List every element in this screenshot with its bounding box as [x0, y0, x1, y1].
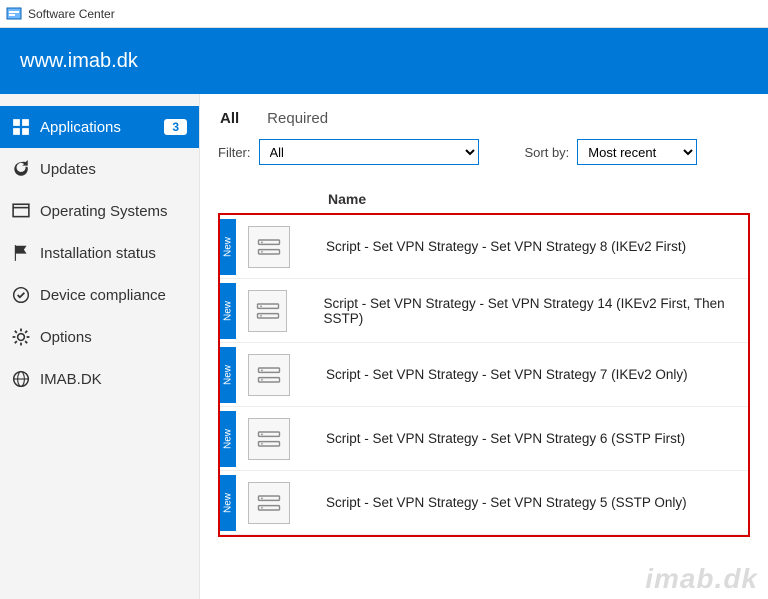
sidebar-item-install-status[interactable]: Installation status: [0, 232, 199, 274]
list-item[interactable]: New Script - Set VPN Strategy - Set VPN S…: [220, 343, 748, 407]
new-tag: New: [220, 283, 236, 339]
sort-label: Sort by:: [525, 145, 570, 160]
sidebar-item-label: IMAB.DK: [40, 371, 102, 388]
filter-select[interactable]: All: [259, 139, 479, 165]
package-name: Script - Set VPN Strategy - Set VPN Stra…: [326, 495, 687, 510]
list-item[interactable]: New Script - Set VPN Strategy - Set VPN S…: [220, 279, 748, 343]
brand-strip: www.imab.dk: [0, 28, 768, 94]
watermark: imab.dk: [645, 563, 758, 595]
new-tag: New: [220, 219, 236, 275]
package-icon: [248, 482, 290, 524]
sidebar-item-os[interactable]: Operating Systems: [0, 190, 199, 232]
list-item[interactable]: New Script - Set VPN Strategy - Set VPN S…: [220, 407, 748, 471]
sidebar-item-label: Options: [40, 329, 92, 346]
package-name: Script - Set VPN Strategy - Set VPN Stra…: [326, 239, 686, 254]
new-tag: New: [220, 411, 236, 467]
badge: 3: [164, 119, 187, 135]
package-icon: [248, 290, 287, 332]
check-icon: [12, 286, 30, 304]
sidebar-item-updates[interactable]: Updates: [0, 148, 199, 190]
filter-label: Filter:: [218, 145, 251, 160]
sidebar-item-imab[interactable]: IMAB.DK: [0, 358, 199, 400]
sidebar-item-label: Updates: [40, 161, 96, 178]
sidebar-item-compliance[interactable]: Device compliance: [0, 274, 199, 316]
globe-icon: [12, 370, 30, 388]
sidebar-item-label: Applications: [40, 119, 121, 136]
sidebar-item-label: Installation status: [40, 245, 156, 262]
package-icon: [248, 418, 290, 460]
package-icon: [248, 226, 290, 268]
app-icon: [6, 6, 22, 22]
new-tag: New: [220, 347, 236, 403]
brand-text: www.imab.dk: [20, 50, 138, 73]
list-header-name: Name: [218, 191, 750, 207]
window-titlebar: Software Center: [0, 0, 768, 28]
flag-icon: [12, 244, 30, 262]
refresh-icon: [12, 160, 30, 178]
sidebar-item-applications[interactable]: Applications 3: [0, 106, 199, 148]
sidebar-item-label: Operating Systems: [40, 203, 168, 220]
sidebar-item-label: Device compliance: [40, 287, 166, 304]
list-item[interactable]: New Script - Set VPN Strategy - Set VPN S…: [220, 471, 748, 535]
sidebar-item-options[interactable]: Options: [0, 316, 199, 358]
package-name: Script - Set VPN Strategy - Set VPN Stra…: [323, 296, 740, 326]
package-icon: [248, 354, 290, 396]
new-tag: New: [220, 475, 236, 531]
apps-icon: [12, 118, 30, 136]
tab-required[interactable]: Required: [267, 110, 328, 127]
sidebar: Applications 3 Updates Operating Systems…: [0, 94, 200, 599]
content-area: All Required Filter: All Sort by: Most r…: [200, 94, 768, 599]
filter-bar: Filter: All Sort by: Most recent: [218, 139, 750, 165]
window-title: Software Center: [28, 7, 115, 21]
application-list: New Script - Set VPN Strategy - Set VPN S…: [218, 213, 750, 537]
list-item[interactable]: New Script - Set VPN Strategy - Set VPN S…: [220, 215, 748, 279]
package-name: Script - Set VPN Strategy - Set VPN Stra…: [326, 431, 685, 446]
tab-all[interactable]: All: [220, 110, 239, 127]
package-name: Script - Set VPN Strategy - Set VPN Stra…: [326, 367, 688, 382]
tabs: All Required: [218, 110, 750, 127]
sort-select[interactable]: Most recent: [577, 139, 697, 165]
gear-icon: [12, 328, 30, 346]
window-icon: [12, 202, 30, 220]
